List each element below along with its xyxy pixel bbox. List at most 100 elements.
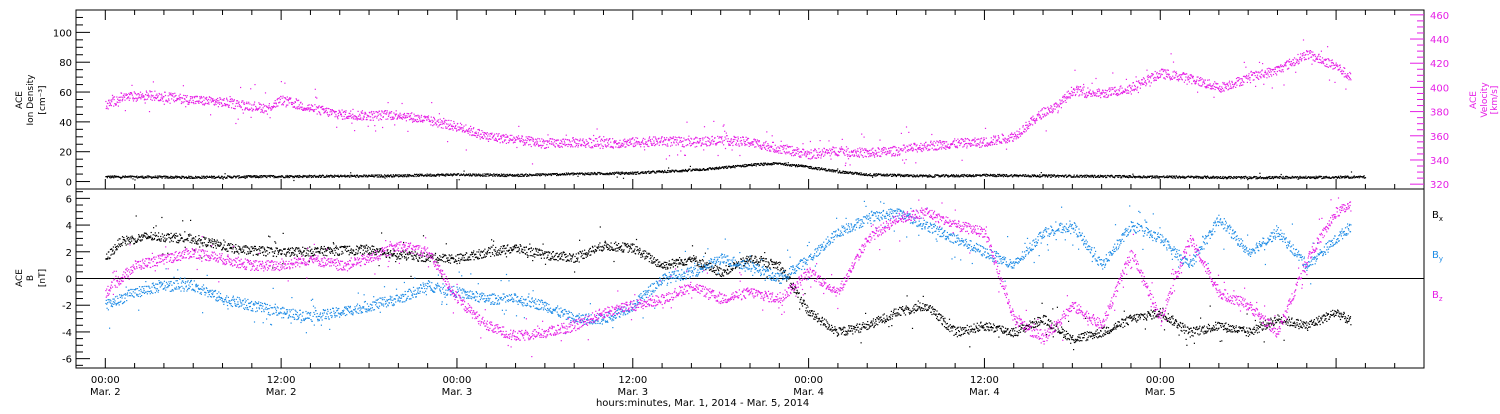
velocity-point — [834, 147, 835, 148]
density-point — [588, 172, 589, 173]
density-point — [357, 175, 358, 176]
velocity-point — [533, 139, 534, 140]
velocity-point — [574, 142, 575, 143]
velocity-point — [751, 141, 752, 142]
velocity-point — [704, 137, 705, 138]
density-point — [545, 175, 546, 176]
velocity-point — [354, 119, 355, 120]
density-point — [758, 163, 759, 164]
velocity-point — [350, 116, 351, 117]
velocity-point — [844, 153, 845, 154]
velocity-point — [436, 124, 437, 125]
velocity-point — [255, 106, 256, 107]
x-tick-label-date: Mar. 5 — [1145, 387, 1176, 398]
velocity-point — [348, 116, 349, 117]
velocity-point — [417, 115, 418, 116]
velocity-point — [398, 114, 399, 115]
velocity-point — [765, 149, 766, 150]
velocity-point — [758, 146, 759, 147]
density-point — [377, 174, 378, 175]
velocity-point — [876, 153, 877, 154]
velocity-point — [170, 103, 171, 104]
density-point — [195, 178, 196, 179]
velocity-point — [327, 112, 328, 113]
density-point — [838, 172, 839, 173]
velocity-point — [536, 139, 537, 140]
density-point — [308, 177, 309, 178]
density-point — [1045, 176, 1046, 177]
velocity-point — [526, 136, 527, 137]
velocity-point — [147, 99, 148, 100]
velocity-point — [744, 141, 745, 142]
velocity-point — [725, 137, 726, 138]
velocity-point — [900, 150, 901, 151]
density-point — [565, 174, 566, 175]
velocity-point — [388, 116, 389, 117]
velocity-point — [161, 95, 162, 96]
velocity-point — [232, 99, 233, 100]
density-point — [449, 175, 450, 176]
velocity-point — [547, 134, 548, 135]
velocity-point — [372, 117, 373, 118]
velocity-point — [546, 147, 547, 148]
velocity-point — [315, 97, 316, 98]
velocity-point — [730, 145, 731, 146]
velocity-point — [188, 102, 189, 103]
ylabel-left-p2-line2: B — [26, 275, 36, 281]
velocity-point — [805, 151, 806, 152]
velocity-point — [212, 101, 213, 102]
velocity-point — [829, 148, 830, 149]
density-point — [1098, 175, 1099, 176]
velocity-point — [132, 98, 133, 99]
velocity-point — [831, 153, 832, 154]
velocity-point — [857, 150, 858, 151]
velocity-point — [334, 112, 335, 113]
velocity-point — [666, 137, 667, 138]
velocity-point — [192, 98, 193, 99]
velocity-point — [479, 130, 480, 131]
density-point — [905, 174, 906, 175]
velocity-point — [535, 139, 536, 140]
velocity-point — [330, 111, 331, 112]
velocity-point — [676, 145, 677, 146]
velocity-point — [599, 136, 600, 137]
velocity-point — [679, 142, 680, 143]
velocity-point — [199, 101, 200, 102]
velocity-point — [374, 113, 375, 114]
density-point — [1351, 171, 1352, 172]
velocity-point — [855, 151, 856, 152]
velocity-point — [821, 153, 822, 154]
velocity-point — [934, 141, 935, 142]
velocity-point — [881, 151, 882, 152]
velocity-point — [783, 148, 784, 149]
velocity-point — [351, 115, 352, 116]
velocity-point — [215, 101, 216, 102]
velocity-point — [419, 118, 420, 119]
velocity-point — [924, 143, 925, 144]
velocity-point — [572, 146, 573, 147]
density-point — [1149, 177, 1150, 178]
velocity-point — [430, 124, 431, 125]
density-point — [1272, 176, 1273, 177]
velocity-point — [581, 144, 582, 145]
velocity-point — [148, 97, 149, 98]
velocity-point — [580, 139, 581, 140]
velocity-point — [362, 110, 363, 111]
velocity-point — [133, 97, 134, 98]
density-point — [458, 173, 459, 174]
velocity-point — [780, 145, 781, 146]
velocity-point — [767, 145, 768, 146]
density-point — [714, 169, 715, 170]
velocity-point — [363, 118, 364, 119]
velocity-point — [874, 157, 875, 158]
velocity-point — [688, 139, 689, 140]
velocity-point — [889, 153, 890, 154]
velocity-point — [234, 99, 235, 100]
velocity-point — [931, 134, 932, 135]
velocity-point — [655, 144, 656, 145]
velocity-point — [568, 144, 569, 145]
velocity-point — [482, 132, 483, 133]
density-point — [943, 174, 944, 175]
velocity-point — [859, 157, 860, 158]
right-tick-label-p1: 400 — [1430, 83, 1449, 94]
